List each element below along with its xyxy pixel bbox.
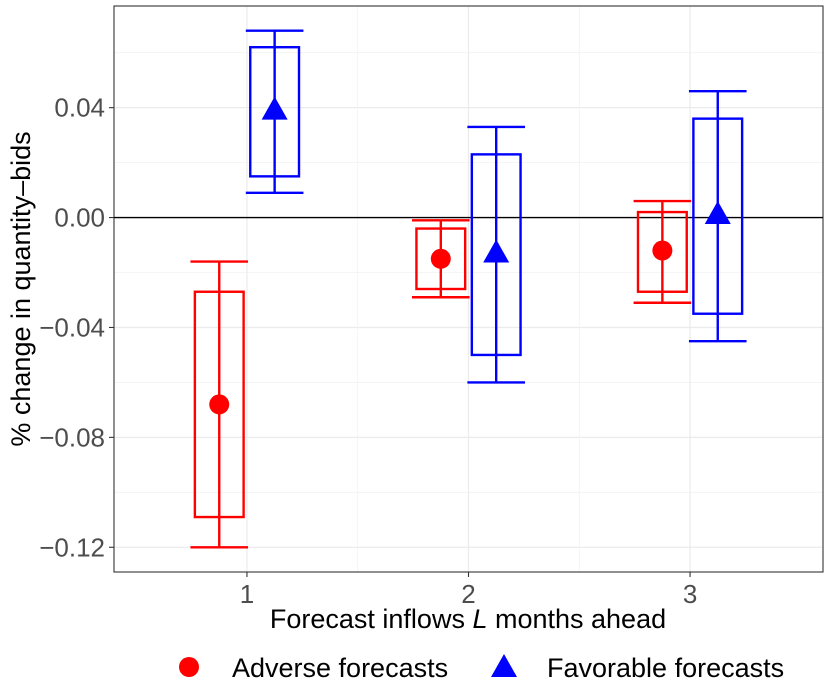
x-axis-title-variable: L (472, 604, 487, 634)
x-axis-title: Forecast inflows L months ahead (270, 604, 666, 634)
series-1-group-1 (190, 260, 249, 549)
x-axis: 1 2 3 (240, 572, 697, 609)
legend-favorable-label: Favorable forecasts (547, 653, 784, 683)
x-tick-label: 2 (461, 579, 475, 609)
series-2-group-1 (245, 29, 304, 195)
series-2-group-3 (688, 89, 747, 343)
x-axis-title-prefix: Forecast inflows (270, 604, 473, 634)
grid-lines (114, 6, 823, 572)
mean-point-triangle (483, 239, 510, 263)
y-tick-label: −0.12 (39, 532, 105, 562)
mean-point-circle (209, 394, 230, 415)
y-tick-label: −0.04 (39, 312, 105, 342)
mean-point-circle (652, 240, 673, 261)
box (636, 210, 688, 293)
box (470, 153, 522, 357)
series-1-group-2 (412, 219, 470, 299)
y-tick-label: −0.08 (39, 422, 105, 452)
box (415, 227, 467, 291)
y-axis: 0.04 0.00 −0.04 −0.08 −0.12 (39, 93, 114, 562)
y-tick-label: 0.04 (54, 93, 105, 123)
y-tick-label: 0.00 (54, 203, 105, 233)
y-axis-title: % change in quantity–bids (6, 131, 36, 446)
x-axis-title-suffix: months ahead (487, 604, 666, 634)
x-tick-label: 3 (683, 579, 697, 609)
legend-adverse-label: Adverse forecasts (232, 653, 448, 683)
legend-favorable-triangle-icon (491, 654, 517, 677)
mean-point-triangle (704, 201, 731, 225)
box (692, 117, 744, 315)
series-2-group-2 (467, 125, 525, 384)
x-tick-label: 1 (240, 579, 254, 609)
box (193, 290, 245, 519)
legend-adverse-circle-icon (179, 657, 199, 677)
mean-point-circle (430, 248, 451, 269)
series-1-group-3 (633, 199, 692, 304)
data-marks (190, 29, 747, 549)
legend: Adverse forecasts Favorable forecasts (179, 653, 784, 683)
mean-point-triangle (261, 96, 288, 120)
box (249, 46, 301, 178)
